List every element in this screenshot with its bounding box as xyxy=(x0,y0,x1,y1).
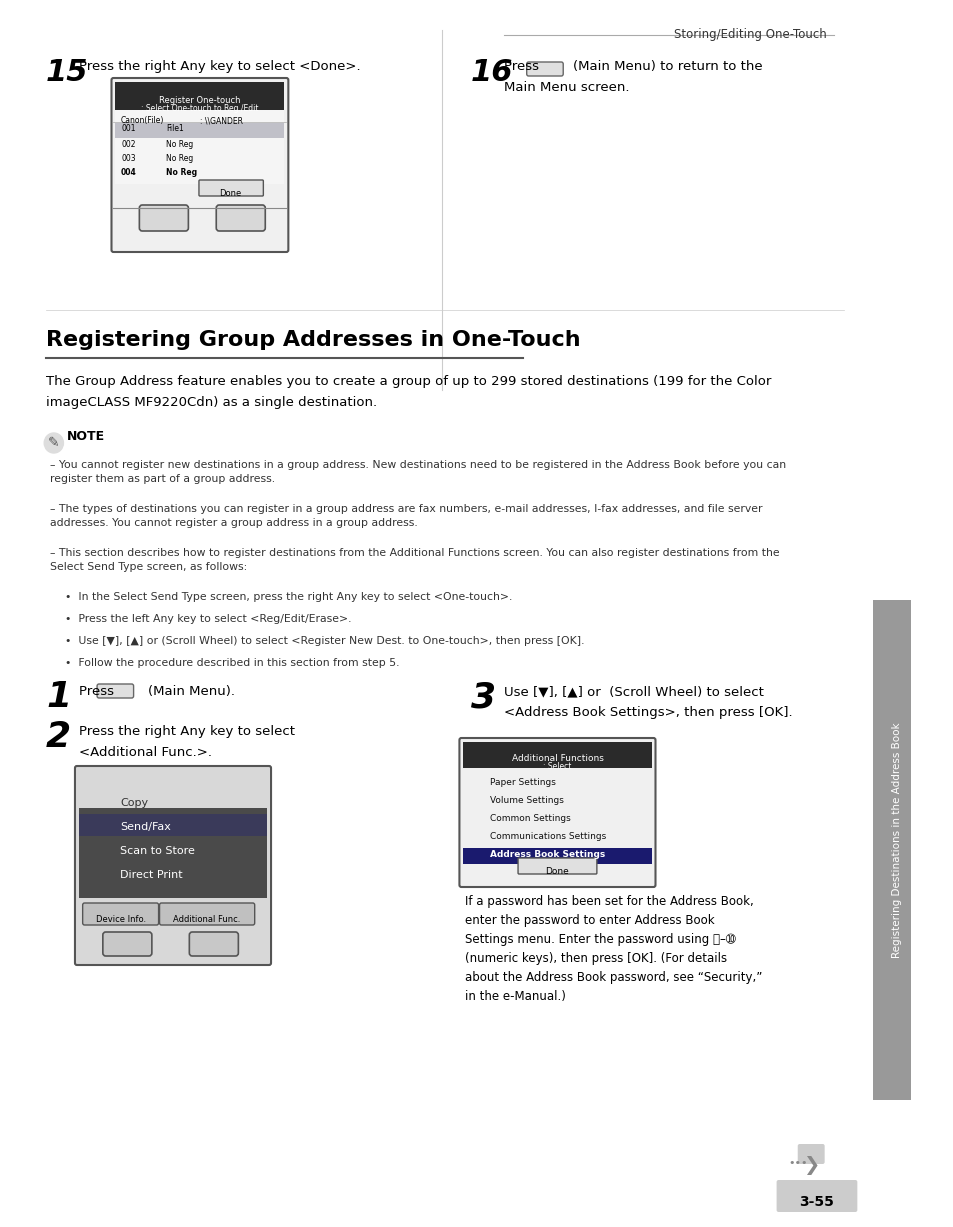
FancyBboxPatch shape xyxy=(526,63,562,76)
Text: – This section describes how to register destinations from the Additional Functi: – This section describes how to register… xyxy=(50,548,779,572)
Bar xyxy=(463,848,651,864)
Text: Registering Group Addresses in One-Touch: Registering Group Addresses in One-Touch xyxy=(46,330,580,350)
Text: 3-55: 3-55 xyxy=(799,1195,834,1209)
Text: •••: ••• xyxy=(787,1158,807,1168)
Text: Copy: Copy xyxy=(120,798,148,809)
FancyBboxPatch shape xyxy=(216,205,265,231)
Text: : Select: : Select xyxy=(542,762,571,771)
Text: •  In the Select Send Type screen, press the right Any key to select <One-touch>: • In the Select Send Type screen, press … xyxy=(66,591,512,602)
Text: No Reg: No Reg xyxy=(166,168,197,177)
Bar xyxy=(872,600,910,1099)
Text: •  Press the left Any key to select <Reg/Edit/Erase>.: • Press the left Any key to select <Reg/… xyxy=(66,614,352,625)
Text: 1: 1 xyxy=(46,680,71,714)
Text: If a password has been set for the Address Book,
enter the password to enter Add: If a password has been set for the Addre… xyxy=(465,894,761,1002)
Text: Address Book Settings: Address Book Settings xyxy=(490,850,605,859)
Bar xyxy=(115,123,284,137)
FancyBboxPatch shape xyxy=(83,903,158,925)
Text: 16: 16 xyxy=(471,58,513,87)
Text: 004: 004 xyxy=(121,168,136,177)
Text: Registering Destinations in the Address Book: Registering Destinations in the Address … xyxy=(891,723,901,958)
Bar xyxy=(115,110,284,184)
Text: 002: 002 xyxy=(121,140,135,148)
Text: ✎: ✎ xyxy=(48,436,60,450)
FancyBboxPatch shape xyxy=(459,737,655,887)
Text: •  Use [▼], [▲] or (Scroll Wheel) to select <Register New Dest. to One-touch>, t: • Use [▼], [▲] or (Scroll Wheel) to sele… xyxy=(66,636,584,645)
FancyBboxPatch shape xyxy=(103,933,152,956)
FancyBboxPatch shape xyxy=(189,933,238,956)
Text: 001: 001 xyxy=(121,124,135,133)
Text: 3: 3 xyxy=(471,680,496,714)
Text: Paper Settings: Paper Settings xyxy=(490,778,556,787)
Text: 15: 15 xyxy=(46,58,89,87)
Text: Send/Fax: Send/Fax xyxy=(120,822,171,832)
Text: – The types of destinations you can register in a group address are fax numbers,: – The types of destinations you can regi… xyxy=(50,504,761,528)
Text: Press        (Main Menu).: Press (Main Menu). xyxy=(79,685,234,698)
Text: Device Info.: Device Info. xyxy=(95,915,146,924)
Text: Register One-touch: Register One-touch xyxy=(159,96,240,106)
Text: Done: Done xyxy=(545,867,569,876)
Text: The Group Address feature enables you to create a group of up to 299 stored dest: The Group Address feature enables you to… xyxy=(46,375,771,409)
Text: Communications Settings: Communications Settings xyxy=(490,832,606,840)
FancyBboxPatch shape xyxy=(797,1144,823,1164)
Text: – You cannot register new destinations in a group address. New destinations need: – You cannot register new destinations i… xyxy=(50,460,785,483)
FancyBboxPatch shape xyxy=(115,82,284,110)
Text: No Reg: No Reg xyxy=(166,140,193,148)
Text: Use [▼], [▲] or  (Scroll Wheel) to select
<Address Book Settings>, then press [O: Use [▼], [▲] or (Scroll Wheel) to select… xyxy=(503,685,791,719)
FancyBboxPatch shape xyxy=(75,766,271,964)
Text: 003: 003 xyxy=(121,155,135,163)
Text: Canon(File): Canon(File) xyxy=(121,117,164,125)
Text: File1: File1 xyxy=(166,124,184,133)
FancyBboxPatch shape xyxy=(97,683,133,698)
Text: Scan to Store: Scan to Store xyxy=(120,845,194,856)
Text: Volume Settings: Volume Settings xyxy=(490,796,563,805)
Text: : \\GANDER: : \\GANDER xyxy=(200,117,243,125)
Text: Press the right Any key to select
<Additional Func.>.: Press the right Any key to select <Addit… xyxy=(79,725,294,760)
Text: Common Settings: Common Settings xyxy=(490,814,570,823)
FancyBboxPatch shape xyxy=(139,205,188,231)
FancyBboxPatch shape xyxy=(776,1180,857,1212)
Text: : Select One-touch to Reg./Edit: : Select One-touch to Reg./Edit xyxy=(141,104,258,113)
Text: Additional Functions: Additional Functions xyxy=(511,755,602,763)
FancyBboxPatch shape xyxy=(112,79,288,252)
Text: NOTE: NOTE xyxy=(68,429,105,443)
Text: Press        (Main Menu) to return to the
Main Menu screen.: Press (Main Menu) to return to the Main … xyxy=(503,60,761,94)
Text: 2: 2 xyxy=(46,720,71,755)
Bar xyxy=(463,742,651,768)
Bar xyxy=(79,814,267,836)
Text: ❯: ❯ xyxy=(802,1156,819,1175)
Text: No Reg: No Reg xyxy=(166,155,193,163)
FancyBboxPatch shape xyxy=(517,858,597,874)
Text: •  Follow the procedure described in this section from step 5.: • Follow the procedure described in this… xyxy=(66,658,399,667)
Circle shape xyxy=(44,433,63,453)
Text: Press the right Any key to select <Done>.: Press the right Any key to select <Done>… xyxy=(79,60,360,72)
FancyBboxPatch shape xyxy=(159,903,254,925)
Text: Direct Print: Direct Print xyxy=(120,870,183,880)
FancyBboxPatch shape xyxy=(199,180,263,196)
Text: Done: Done xyxy=(219,189,241,198)
Text: Storing/Editing One-Touch: Storing/Editing One-Touch xyxy=(673,28,825,40)
Text: Additional Func.: Additional Func. xyxy=(173,915,240,924)
Bar xyxy=(79,809,267,898)
